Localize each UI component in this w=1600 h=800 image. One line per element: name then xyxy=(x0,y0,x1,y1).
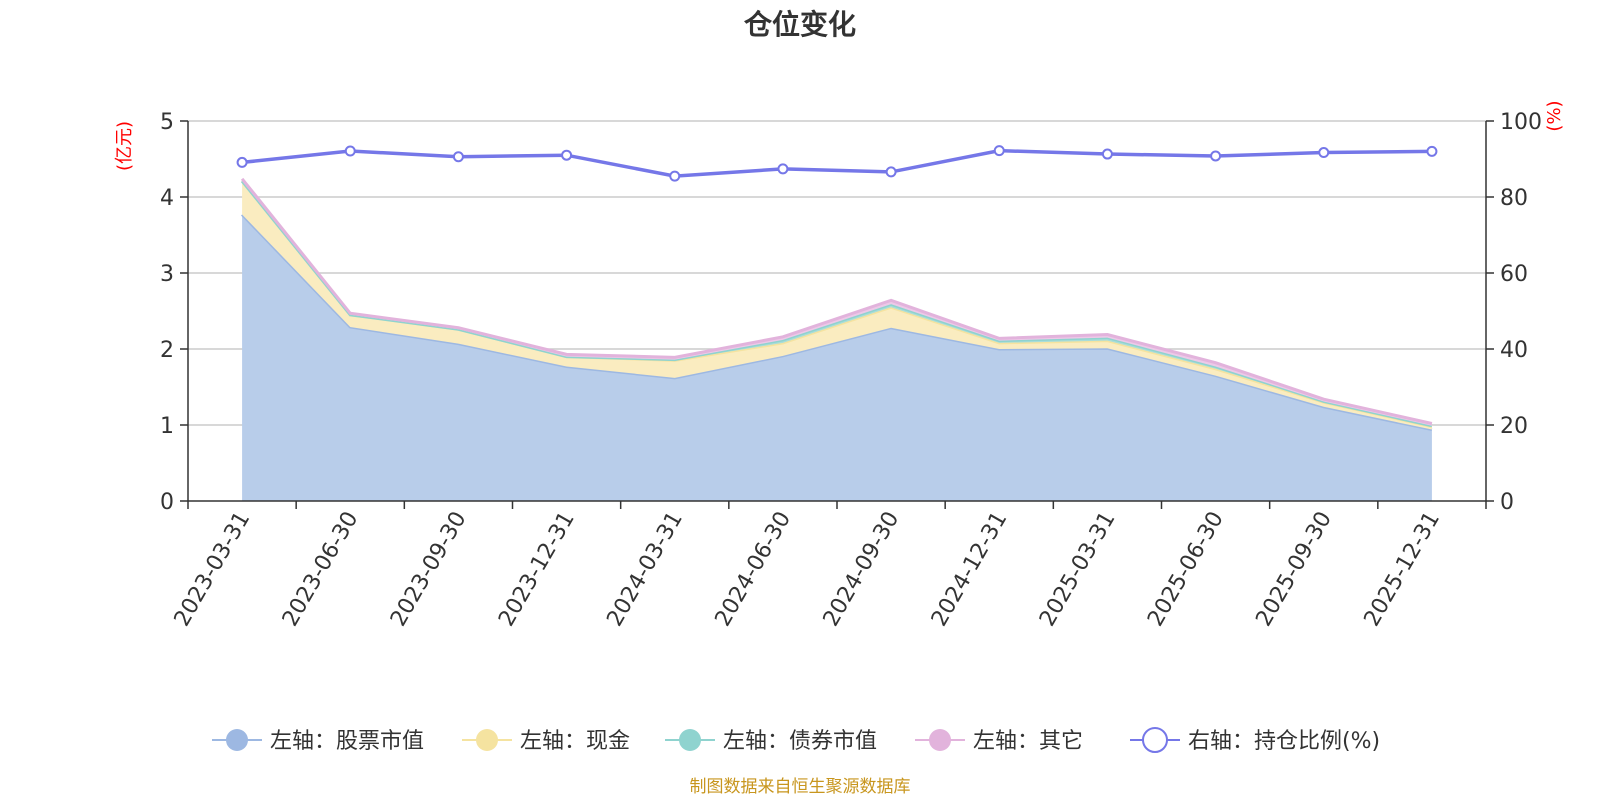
left-axis-tick-label: 3 xyxy=(160,262,174,287)
legend-label: 右轴：持仓比例(%) xyxy=(1188,729,1380,754)
holding-ratio-point xyxy=(1426,145,1438,157)
holding-ratio-point xyxy=(452,151,464,163)
stacked-areas xyxy=(240,177,1433,502)
area-series-line-3 xyxy=(240,177,1433,425)
holding-ratio-point xyxy=(1318,147,1330,159)
left-axis-tick-label: 5 xyxy=(160,110,174,135)
holding-ratio-point xyxy=(561,149,573,161)
x-axis-category-label: 2024-06-30 xyxy=(711,508,797,631)
right-axis-tick-label: 20 xyxy=(1500,414,1528,439)
right-axis-tick-label: 80 xyxy=(1500,186,1528,211)
holding-ratio-point xyxy=(669,170,681,182)
x-axis-category-label: 2025-12-31 xyxy=(1360,508,1446,631)
legend-marker-dot xyxy=(476,729,498,751)
left-axis-tick-label: 4 xyxy=(160,186,174,211)
area-series-0 xyxy=(242,214,1432,502)
right-axis-tick-label: 40 xyxy=(1500,338,1528,363)
data-source-footer: 制图数据来自恒生聚源数据库 xyxy=(690,777,911,797)
legend-label: 左轴：债券市值 xyxy=(723,729,877,754)
holding-ratio-line xyxy=(236,145,1438,182)
holding-ratio-path xyxy=(241,148,1432,178)
x-axis-category-label: 2025-06-30 xyxy=(1143,508,1229,631)
legend-label: 左轴：股票市值 xyxy=(270,729,424,754)
x-axis-category-label: 2024-09-30 xyxy=(819,507,905,630)
legend: 左轴：股票市值 左轴：现金 左轴：债券市值 左轴：其它 右轴：持仓比例(%) xyxy=(212,727,1380,754)
legend-marker-dot xyxy=(226,729,248,751)
left-axis-tick-label: 2 xyxy=(160,338,174,363)
legend-marker-dot xyxy=(1142,727,1168,753)
x-axis-category-label: 2024-03-31 xyxy=(602,508,688,631)
left-axis-tick-label: 0 xyxy=(160,490,174,515)
legend-marker-dot xyxy=(929,729,951,751)
holding-ratio-point xyxy=(993,145,1005,157)
right-axis-tick-label: 100 xyxy=(1500,110,1542,135)
x-axis-category-label: 2023-09-30 xyxy=(386,507,472,630)
chart-title: 仓位变化 xyxy=(744,8,856,41)
x-axis-category-label: 2025-09-30 xyxy=(1251,508,1337,631)
holding-ratio-point xyxy=(344,145,356,157)
holding-ratio-point xyxy=(885,166,897,178)
right-axis-tick-label: 60 xyxy=(1500,262,1528,287)
x-axis-category-label: 2025-03-31 xyxy=(1035,508,1121,631)
x-axis-category-label: 2023-06-30 xyxy=(278,508,364,631)
holding-ratio-point xyxy=(777,163,789,175)
right-axis-tick-label: 0 xyxy=(1500,490,1514,515)
holding-ratio-point xyxy=(1101,148,1113,160)
legend-marker-dot xyxy=(679,729,701,751)
left-axis-tick-label: 1 xyxy=(160,414,174,439)
left-axis-unit: (亿元) xyxy=(114,121,135,171)
legend-label: 左轴：其它 xyxy=(973,729,1083,754)
x-axis-category-label: 2023-12-31 xyxy=(494,508,580,631)
x-axis-category-label: 2023-03-31 xyxy=(170,508,256,631)
legend-label: 左轴：现金 xyxy=(520,729,630,754)
holding-ratio-point xyxy=(1210,150,1222,162)
x-axis-category-label: 2024-12-31 xyxy=(927,508,1013,631)
holding-ratio-point xyxy=(236,156,248,168)
right-axis-unit: (%) xyxy=(1544,100,1565,131)
